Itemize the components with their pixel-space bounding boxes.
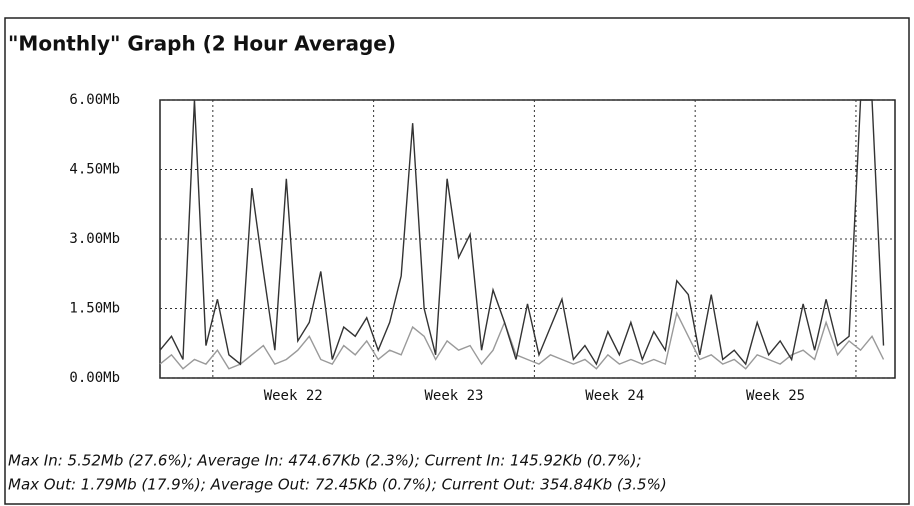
series-line (159, 311, 885, 370)
frame (4, 17, 910, 505)
y-tick-label: 1.50Mb (69, 301, 120, 317)
series-line (159, 99, 885, 366)
y-tick-label: 0.00Mb (69, 370, 120, 386)
x-tick-label: Week 22 (264, 388, 323, 404)
chart-title: "Monthly" Graph (2 Hour Average) (8, 32, 396, 56)
y-tick-label: 6.00Mb (69, 92, 120, 108)
stats-line: Max In: 5.52Mb (27.6%); Average In: 474.… (8, 452, 642, 470)
x-tick-label: Week 24 (585, 388, 644, 404)
y-tick-label: 4.50Mb (69, 162, 120, 178)
x-tick-label: Week 23 (424, 388, 483, 404)
stats-line: Max Out: 1.79Mb (17.9%); Average Out: 72… (8, 476, 667, 494)
x-tick-label: Week 25 (746, 388, 805, 404)
y-tick-label: 3.00Mb (69, 231, 120, 247)
